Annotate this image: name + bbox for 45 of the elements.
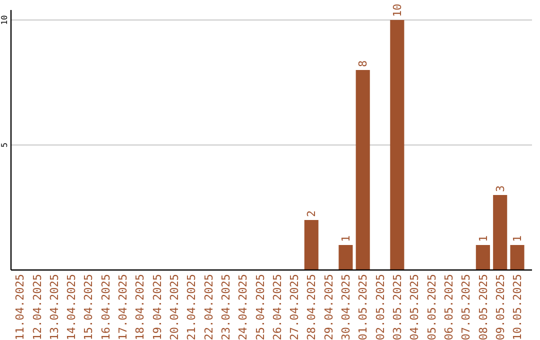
x-tick-label: 10.05.2025	[511, 274, 524, 340]
x-tick-label: 30.04.2025	[340, 274, 353, 340]
bar	[510, 245, 524, 270]
x-tick-label: 20.04.2025	[168, 274, 181, 340]
data-label: 3	[494, 185, 507, 192]
x-tick-label: 06.05.2025	[442, 274, 456, 340]
bar	[356, 70, 370, 270]
x-tick-label: 28.04.2025	[305, 274, 318, 340]
data-label: 1	[511, 235, 524, 242]
x-tick-label: 22.04.2025	[202, 274, 216, 340]
data-label: 8	[356, 60, 370, 67]
x-tick-label: 07.05.2025	[460, 274, 473, 340]
x-tick-label: 15.04.2025	[82, 274, 96, 340]
x-tick-label: 11.04.2025	[14, 274, 27, 340]
x-tick-label: 03.05.2025	[391, 274, 404, 340]
x-tick-label: 08.05.2025	[476, 274, 490, 340]
x-tick-label: 05.05.2025	[425, 274, 438, 340]
data-label: 1	[340, 235, 353, 242]
bar	[390, 20, 404, 270]
x-tick-label: 16.04.2025	[99, 274, 112, 340]
bar	[304, 220, 318, 270]
x-tick-label: 18.04.2025	[134, 274, 147, 340]
x-tick-label: 24.04.2025	[236, 274, 250, 340]
x-tick-label: 26.04.2025	[270, 274, 284, 340]
x-tick-label: 21.04.2025	[185, 274, 198, 340]
x-tick-label: 25.04.2025	[254, 274, 267, 340]
bar	[338, 245, 353, 270]
x-tick-label: 13.04.2025	[48, 274, 61, 340]
x-tick-label: 23.04.2025	[219, 274, 232, 340]
data-label: 10	[391, 4, 404, 17]
x-tick-label: 27.04.2025	[288, 274, 302, 340]
x-tick-label: 04.05.2025	[408, 274, 422, 340]
data-label: 1	[476, 235, 490, 242]
x-tick-label: 01.05.2025	[356, 274, 370, 340]
x-tick-label: 12.04.2025	[30, 274, 44, 340]
x-tick-label: 19.04.2025	[150, 274, 164, 340]
x-tick-label: 02.05.2025	[374, 274, 387, 340]
x-tick-label: 29.04.2025	[322, 274, 336, 340]
x-tick-label: 09.05.2025	[494, 274, 507, 340]
data-label: 2	[305, 210, 318, 217]
bar	[493, 195, 508, 270]
bar	[476, 245, 490, 270]
x-tick-label: 14.04.2025	[65, 274, 78, 340]
y-tick-label: 5	[0, 142, 9, 148]
x-tick-label: 17.04.2025	[116, 274, 130, 340]
